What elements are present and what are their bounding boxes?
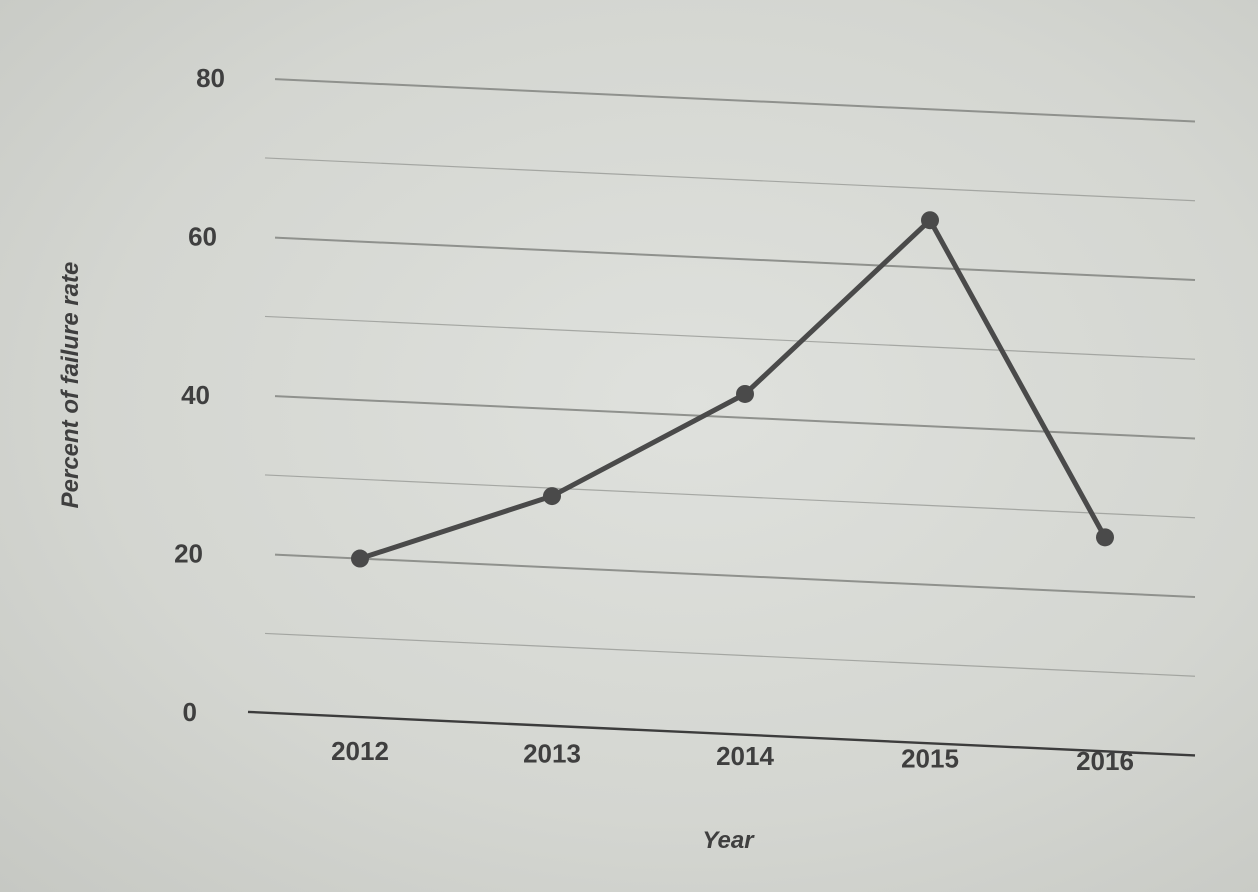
x-tick-label: 2012: [331, 736, 389, 766]
y-tick-label: 80: [196, 63, 225, 93]
grid-line-major: [274, 78, 1196, 123]
axes: [247, 710, 1196, 757]
x-axis-title: Year: [702, 827, 755, 854]
data-point: [1096, 528, 1114, 547]
tick-labels: 0 20 40 60 80 2012 2013 2014 2015 2016: [174, 63, 1134, 776]
grid-line-minor: [264, 157, 1196, 202]
y-tick-label: 0: [183, 697, 197, 727]
x-tick-label: 2016: [1076, 746, 1134, 776]
grid-line-major: [274, 395, 1196, 440]
y-tick-label: 20: [174, 539, 203, 569]
data-point: [543, 487, 561, 506]
data-point: [351, 549, 369, 568]
grid-lines: [264, 78, 1196, 677]
grid-line-major: [274, 553, 1196, 598]
y-tick-label: 60: [188, 222, 217, 252]
grid-line-minor: [264, 315, 1196, 360]
data-point: [921, 211, 939, 230]
grid-line-minor: [264, 632, 1196, 677]
x-tick-label: 2015: [901, 744, 959, 774]
x-axis-line: [247, 710, 1196, 757]
series: [351, 211, 1114, 568]
grid-line-major: [274, 236, 1196, 281]
grid-line-minor: [264, 474, 1196, 519]
x-tick-label: 2014: [716, 741, 774, 771]
x-tick-label: 2013: [523, 739, 581, 769]
y-axis-title: Percent of failure rate: [57, 262, 84, 509]
y-tick-label: 40: [181, 380, 210, 410]
data-point: [736, 384, 754, 403]
